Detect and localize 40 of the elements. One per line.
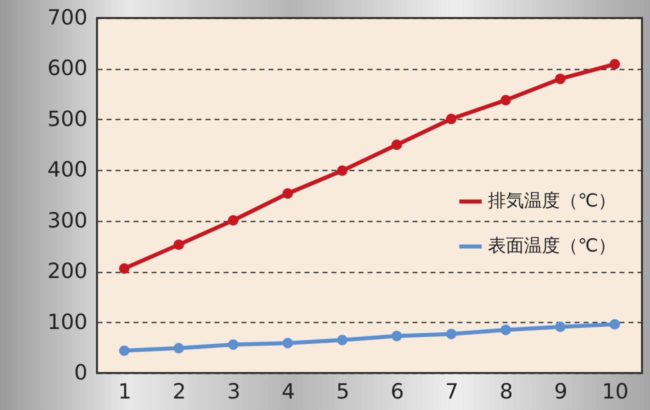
point bbox=[392, 330, 402, 342]
legend-label: 排気温度（℃） bbox=[488, 190, 616, 212]
point bbox=[119, 345, 130, 356]
x-tick-label: 4 bbox=[282, 380, 295, 404]
point bbox=[555, 74, 566, 84]
point bbox=[174, 342, 184, 354]
point bbox=[282, 338, 293, 348]
y-tick-label: 300 bbox=[47, 208, 88, 232]
y-tick-label: 600 bbox=[47, 56, 88, 80]
x-tick-label: 3 bbox=[227, 380, 240, 404]
point bbox=[446, 328, 456, 340]
point bbox=[500, 94, 511, 106]
x-tick-label: 6 bbox=[390, 380, 404, 404]
x-tick-label: 2 bbox=[172, 380, 186, 404]
point bbox=[500, 324, 511, 336]
point bbox=[446, 114, 456, 124]
x-tick-label: 8 bbox=[500, 380, 513, 404]
y-tick-label: 400 bbox=[47, 158, 88, 182]
y-tick-label: 100 bbox=[47, 310, 88, 334]
point bbox=[228, 215, 238, 226]
legend-label: 表面温度（℃） bbox=[488, 236, 616, 256]
y-tick-label: 500 bbox=[47, 106, 88, 131]
point bbox=[337, 165, 348, 176]
x-tick-label: 9 bbox=[554, 380, 568, 404]
x-tick-label: 7 bbox=[445, 380, 458, 404]
point bbox=[337, 334, 348, 346]
y-tick-label: 0 bbox=[74, 360, 88, 384]
point bbox=[555, 322, 566, 332]
y-tick-label: 700 bbox=[47, 6, 88, 30]
point bbox=[174, 239, 184, 250]
point bbox=[610, 319, 620, 330]
point bbox=[610, 58, 620, 70]
x-tick-label: 1 bbox=[118, 380, 132, 404]
y-tick-label: 200 bbox=[47, 259, 88, 284]
x-tick-label: 5 bbox=[336, 380, 350, 404]
point bbox=[282, 188, 293, 199]
point bbox=[228, 339, 238, 350]
point bbox=[392, 140, 402, 150]
x-tick-label: 10 bbox=[602, 380, 629, 404]
point bbox=[119, 263, 130, 274]
